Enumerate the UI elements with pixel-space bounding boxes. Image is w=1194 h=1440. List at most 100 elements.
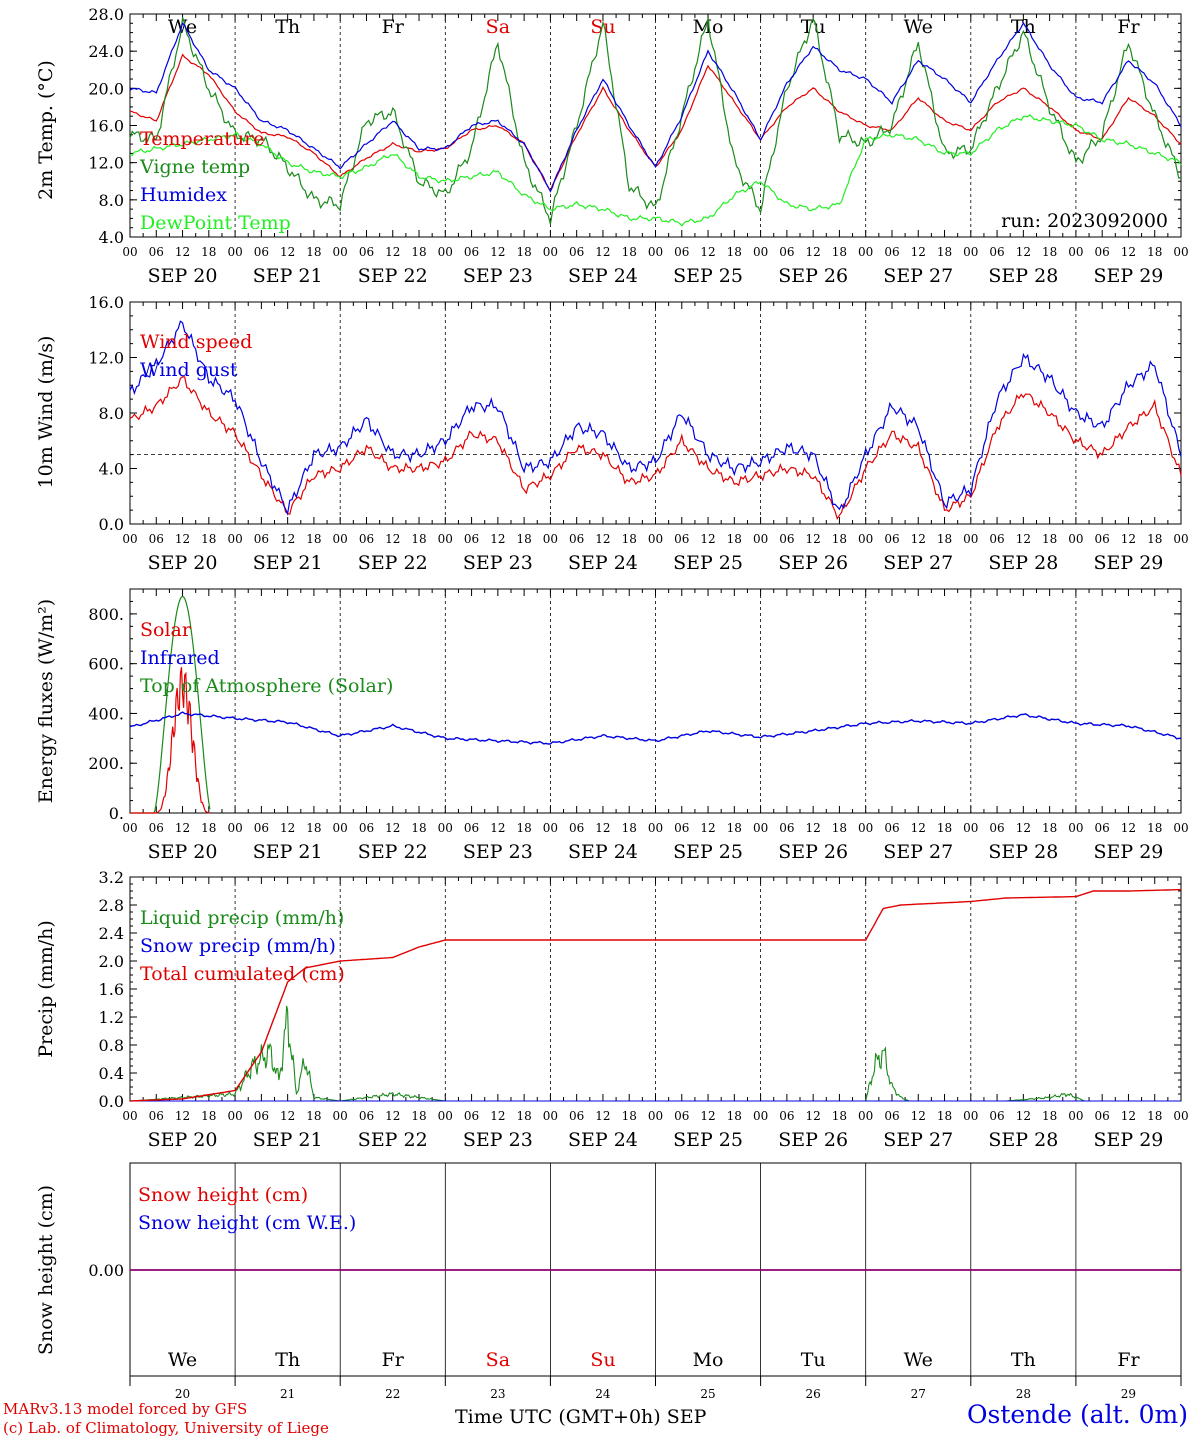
temp-hour-label: 06 — [254, 245, 269, 259]
energy-hour-label: 12 — [175, 821, 190, 835]
wind-hour-label: 12 — [806, 532, 821, 546]
temp-run-label: run: 2023092000 — [1001, 210, 1168, 232]
precip-hour-label: 18 — [622, 1109, 637, 1123]
precip-hour-label: 00 — [963, 1109, 978, 1123]
energy-hour-label: 00 — [963, 821, 978, 835]
energy-hour-label: 06 — [884, 821, 899, 835]
energy-hour-label: 00 — [122, 821, 137, 835]
footer-model-label: MARv3.13 model forced by GFS — [3, 1400, 248, 1418]
temp-hour-label: 12 — [490, 245, 505, 259]
energy-hour-label: 06 — [254, 821, 269, 835]
wind-hour-label: 00 — [227, 532, 242, 546]
precip-hour-label: 06 — [779, 1109, 794, 1123]
wind-date-label: SEP 28 — [988, 552, 1058, 574]
precip-hour-label: 18 — [411, 1109, 426, 1123]
energy-hour-label: 12 — [911, 821, 926, 835]
energy-hour-label: 00 — [438, 821, 453, 835]
energy-hour-label: 06 — [149, 821, 164, 835]
wind-date-label: SEP 25 — [673, 552, 743, 574]
wind-hour-label: 18 — [727, 532, 742, 546]
wind-date-label: SEP 21 — [253, 552, 323, 574]
energy-date-label: SEP 28 — [988, 841, 1058, 863]
energy-hour-label: 12 — [806, 821, 821, 835]
snow-legend-0: Snow height (cm) — [138, 1184, 308, 1206]
precip-y-tick-label: 2.8 — [99, 896, 124, 915]
energy-hour-label: 06 — [569, 821, 584, 835]
energy-date-label: SEP 21 — [253, 841, 323, 863]
temp-legend-1: Vigne temp — [139, 156, 250, 178]
wind-hour-label: 18 — [411, 532, 426, 546]
temp-hour-label: 12 — [700, 245, 715, 259]
precip-hour-label: 00 — [858, 1109, 873, 1123]
energy-hour-label: 00 — [333, 821, 348, 835]
precip-hour-label: 06 — [254, 1109, 269, 1123]
temp-legend-3: DewPoint Temp — [140, 212, 291, 234]
precip-y-tick-label: 0.0 — [99, 1092, 124, 1111]
energy-hour-label: 12 — [490, 821, 505, 835]
energy-hour-label: 12 — [595, 821, 610, 835]
snow-legend-1: Snow height (cm W.E.) — [138, 1212, 356, 1234]
wind-hour-label: 18 — [937, 532, 952, 546]
energy-hour-label: 12 — [700, 821, 715, 835]
precip-y-tick-label: 3.2 — [99, 868, 124, 887]
precip-hour-label: 12 — [911, 1109, 926, 1123]
temp-hour-label: 18 — [832, 245, 847, 259]
snow-day-number: 25 — [700, 1387, 715, 1401]
temp-weekday-label: Mo — [693, 16, 724, 38]
energy-legend-0: Solar — [140, 619, 192, 641]
precip-y-tick-label: 1.6 — [99, 980, 124, 999]
precip-series-total — [129, 888, 1182, 1102]
precip-hour-label: 18 — [1042, 1109, 1057, 1123]
temp-y-tick-label: 4.0 — [99, 228, 124, 247]
temp-date-label: SEP 24 — [568, 265, 638, 287]
wind-date-label: SEP 26 — [778, 552, 848, 574]
wind-hour-label: 06 — [1095, 532, 1110, 546]
precip-y-axis-label: Precip (mm/h) — [35, 920, 57, 1058]
temp-hour-label: 00 — [858, 245, 873, 259]
precip-hour-label: 00 — [122, 1109, 137, 1123]
precip-date-label: SEP 20 — [148, 1129, 218, 1151]
wind-hour-label: 00 — [438, 532, 453, 546]
snow-y-axis-label: Snow height (cm) — [35, 1185, 57, 1355]
footer-copyright: (c) Lab. of Climatology, University of L… — [3, 1419, 329, 1437]
energy-date-label: SEP 25 — [673, 841, 743, 863]
snow-day-number: 22 — [385, 1387, 400, 1401]
wind-hour-label: 06 — [254, 532, 269, 546]
energy-series-solar — [130, 667, 210, 814]
energy-hour-label: 06 — [1095, 821, 1110, 835]
temp-weekday-label: We — [168, 16, 197, 38]
precip-date-label: SEP 23 — [463, 1129, 533, 1151]
temp-hour-label: 00 — [1068, 245, 1083, 259]
precip-hour-label: 00 — [333, 1109, 348, 1123]
temp-hour-label: 18 — [411, 245, 426, 259]
wind-hour-label: 06 — [779, 532, 794, 546]
precip-hour-label: 06 — [989, 1109, 1004, 1123]
wind-y-tick-label: 4.0 — [99, 460, 124, 479]
energy-y-tick-label: 0. — [109, 804, 124, 823]
precip-date-label: SEP 29 — [1094, 1129, 1164, 1151]
temp-hour-label: 00 — [753, 245, 768, 259]
precip-hour-label: 06 — [1095, 1109, 1110, 1123]
energy-legend-1: Infrared — [140, 647, 220, 669]
precip-hour-label: 00 — [1068, 1109, 1083, 1123]
energy-hour-label: 06 — [359, 821, 374, 835]
precip-hour-label: 12 — [1121, 1109, 1136, 1123]
precip-date-label: SEP 27 — [883, 1129, 953, 1151]
temp-hour-label: 12 — [806, 245, 821, 259]
snow-weekday-label: Fr — [382, 1349, 405, 1371]
temp-date-label: SEP 29 — [1094, 265, 1164, 287]
temp-weekday-label: Su — [590, 16, 615, 38]
wind-hour-label: 06 — [149, 532, 164, 546]
energy-date-label: SEP 22 — [358, 841, 428, 863]
wind-y-tick-label: 8.0 — [99, 404, 124, 423]
energy-hour-label: 12 — [1016, 821, 1031, 835]
wind-hour-label: 12 — [1121, 532, 1136, 546]
temp-hour-label: 06 — [569, 245, 584, 259]
energy-hour-label: 00 — [753, 821, 768, 835]
energy-y-tick-label: 400. — [88, 704, 124, 723]
snow-day-number: 28 — [1016, 1387, 1031, 1401]
temp-hour-label: 00 — [543, 245, 558, 259]
energy-hour-label: 18 — [622, 821, 637, 835]
temp-hour-label: 00 — [438, 245, 453, 259]
